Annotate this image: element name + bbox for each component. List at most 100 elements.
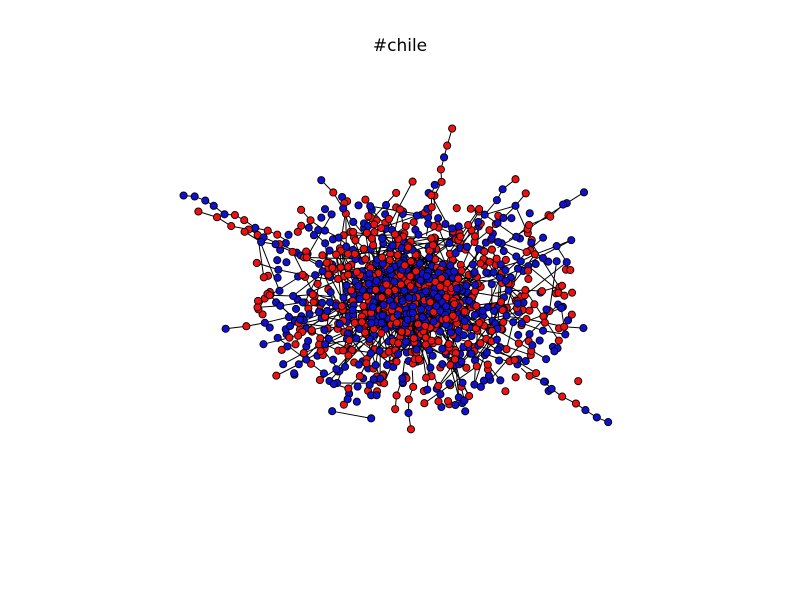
graph-node [342,281,351,290]
graph-node [418,313,427,322]
graph-node [430,180,439,189]
graph-node [395,205,405,214]
graph-node [560,322,569,331]
graph-node [423,385,432,394]
graph-node [427,203,436,212]
graph-node [568,288,577,297]
graph-node [538,253,548,263]
graph-node [354,360,363,369]
graph-node [392,391,401,400]
graph-node [465,391,474,401]
graph-node [349,227,358,237]
graph-node [537,287,547,296]
graph-node [524,266,533,275]
graph-node [319,369,328,378]
graph-node [272,371,281,380]
graph-node [355,324,364,334]
graph-node [546,212,555,221]
graph-node [427,191,436,200]
graph-node [367,319,376,328]
graph-node [442,314,451,323]
graph-node [290,369,299,378]
graph-node [470,287,479,296]
graph-node [592,413,601,422]
graph-node [542,305,551,314]
graph-node [321,239,330,248]
graph-node [471,280,480,289]
graph-node [404,408,413,418]
graph-node [291,304,301,313]
graph-edge [264,316,289,324]
graph-node [468,260,477,269]
graph-node [190,192,199,201]
graph-node [462,242,472,251]
graph-node [461,407,470,416]
graph-node [525,209,534,218]
graph-node [201,196,210,205]
graph-node [448,124,457,133]
graph-node [393,310,402,319]
graph-node [332,250,341,259]
graph-node [304,223,313,232]
graph-node [318,298,327,307]
graph-node [320,340,330,349]
graph-node [561,330,570,339]
graph-node [457,266,466,275]
graph-node [401,337,410,346]
graph-node [302,253,311,262]
graph-node [472,301,481,311]
graph-node [391,405,400,414]
graph-node [514,330,523,340]
graph-node [511,201,520,210]
graph-node [382,280,391,289]
graph-node [227,222,236,231]
graph-node [406,257,416,266]
graph-edge [332,410,372,419]
graph-node [286,321,295,331]
graph-node [422,373,431,382]
graph-node [275,286,284,295]
graph-node [240,227,249,236]
graph-node [502,345,511,354]
graph-node [436,282,445,291]
graph-node [482,348,491,357]
graph-node [604,418,613,427]
graph-node [325,246,334,255]
graph-node [370,228,379,237]
graph-node [460,307,469,316]
graph-node [273,333,282,342]
graph-node [436,165,445,174]
graph-node [532,369,541,378]
graph-node [335,319,344,328]
graph-node [509,318,518,327]
graph-node [496,297,506,307]
graph-node [487,280,496,289]
graph-node [412,211,421,220]
graph-node [550,347,559,356]
graph-node [416,276,425,285]
graph-node [316,347,325,356]
graph-node [355,372,364,381]
graph-node [438,360,447,369]
graph-node [525,306,534,315]
graph-node [348,305,357,315]
graph-node [432,302,441,311]
graph-node [487,326,496,335]
graph-node [289,291,298,301]
graph-edge [484,205,516,216]
graph-node [513,299,522,308]
graph-node [492,196,501,205]
graph-node [365,380,374,389]
graph-node [371,285,380,294]
graph-node [454,222,463,231]
graph-title: #chile [372,36,428,56]
graph-node [517,319,526,328]
graph-node [560,291,569,300]
graph-node [485,226,494,235]
graph-node [350,249,359,258]
graph-node [324,270,333,279]
graph-node [502,311,511,320]
graph-edge [530,242,560,288]
graph-node [513,264,522,273]
